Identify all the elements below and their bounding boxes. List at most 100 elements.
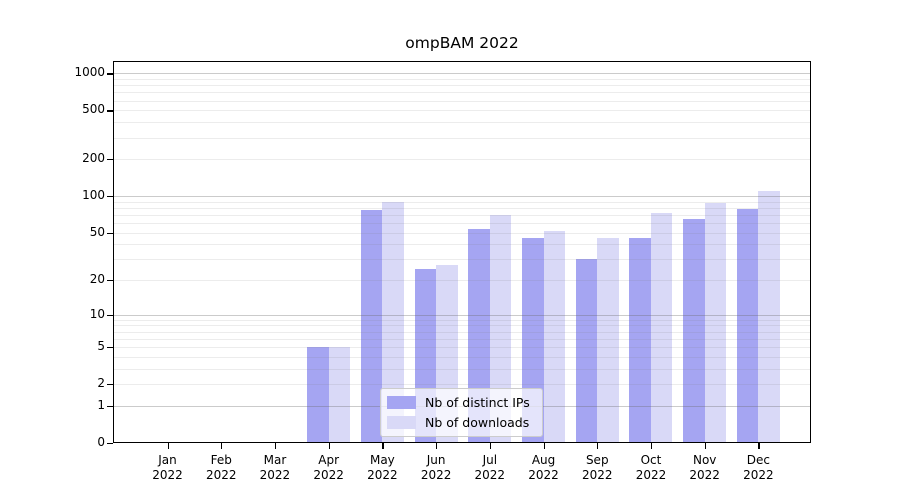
x-axis-tick-label: Mar 2022	[248, 453, 302, 483]
gridline-minor	[113, 159, 811, 161]
bar-downloads	[650, 212, 673, 443]
bar-downloads	[382, 201, 404, 443]
x-axis-tick-label: Dec 2022	[731, 453, 785, 483]
y-tick-mark	[107, 232, 113, 234]
bar-downloads	[543, 230, 566, 443]
bar-downloads	[489, 214, 512, 443]
legend-swatch-distinct-ips	[387, 396, 416, 410]
x-tick-mark	[650, 443, 653, 449]
bar-distinct-ips	[575, 259, 598, 443]
legend-label-distinct-ips: Nb of distinct IPs	[425, 395, 530, 411]
bar-distinct-ips	[629, 238, 651, 443]
gridline-minor	[113, 207, 811, 209]
x-axis-tick-label: Jun 2022	[409, 453, 463, 483]
x-axis-tick-year: 2022	[743, 468, 774, 482]
gridline-minor	[113, 201, 811, 203]
gridline-minor	[113, 223, 811, 225]
x-axis-tick-year: 2022	[581, 468, 613, 482]
x-axis-tick-year: 2022	[313, 468, 344, 482]
gridline-minor	[113, 280, 811, 282]
legend-row-downloads: Nb of downloads	[387, 415, 536, 430]
gridline-minor	[113, 331, 811, 333]
legend: Nb of distinct IPs Nb of downloads	[380, 388, 543, 437]
gridline-minor	[113, 319, 811, 321]
bar-distinct-ips	[360, 209, 383, 443]
gridline-minor	[113, 78, 811, 80]
y-axis-tick-label: 5	[97, 339, 105, 354]
gridline-minor	[113, 122, 811, 124]
x-tick-mark	[543, 443, 545, 449]
bar-distinct-ips	[736, 209, 759, 443]
y-tick-mark	[107, 159, 113, 161]
y-axis-tick-label: 1000	[74, 65, 105, 80]
gridline-minor	[113, 347, 811, 349]
gridline-minor	[113, 244, 811, 246]
gridline-minor	[113, 356, 811, 358]
x-tick-mark	[597, 443, 599, 449]
x-axis-tick-year: 2022	[367, 468, 398, 482]
gridline-minor	[113, 338, 811, 340]
bar-downloads	[597, 238, 619, 443]
y-axis-tick-label: 20	[89, 272, 105, 287]
x-tick-mark	[758, 443, 760, 449]
y-axis-tick-label: 1	[97, 397, 105, 412]
x-axis-tick-label: Apr 2022	[302, 453, 356, 483]
x-tick-mark	[274, 443, 277, 449]
x-axis-tick-label: May 2022	[355, 453, 409, 483]
gridline-minor	[113, 259, 811, 261]
x-axis-tick-year: 2022	[474, 468, 506, 482]
x-axis-tick-year: 2022	[152, 468, 183, 482]
x-tick-mark	[489, 443, 491, 449]
y-tick-mark	[107, 110, 113, 112]
y-axis-tick-label: 50	[89, 224, 105, 239]
x-axis-tick-label: Oct 2022	[624, 453, 678, 483]
legend-swatch-downloads	[387, 415, 416, 429]
x-tick-mark	[328, 443, 330, 449]
x-tick-mark	[167, 443, 169, 449]
gridline-major	[113, 314, 811, 316]
y-tick-mark	[107, 347, 113, 349]
x-axis-tick-label: Jan 2022	[141, 453, 195, 483]
y-axis-tick-label: 10	[89, 306, 105, 321]
x-tick-mark	[704, 443, 706, 449]
y-tick-mark	[107, 280, 113, 282]
gridline-minor	[113, 100, 811, 102]
y-tick-mark	[107, 196, 113, 198]
gridline-minor	[113, 325, 811, 327]
x-axis-tick-year: 2022	[635, 468, 667, 482]
gridline-minor	[113, 92, 811, 94]
y-tick-mark	[107, 443, 113, 445]
x-axis-tick-year: 2022	[205, 468, 237, 482]
legend-label-downloads: Nb of downloads	[425, 414, 530, 430]
x-axis-tick-label: Aug 2022	[517, 453, 571, 483]
y-axis-tick-label: 500	[82, 102, 105, 117]
legend-row-distinct-ips: Nb of distinct IPs	[387, 395, 536, 410]
x-axis-tick-year: 2022	[420, 468, 452, 482]
gridline-minor	[113, 214, 811, 216]
gridline-minor	[113, 137, 811, 139]
bar-distinct-ips	[307, 347, 329, 443]
gridline-major	[113, 73, 811, 75]
x-tick-mark	[221, 443, 223, 449]
y-tick-mark	[107, 314, 113, 316]
gridline-minor	[113, 85, 811, 87]
gridline-minor	[113, 368, 811, 370]
x-tick-mark	[436, 443, 438, 449]
bar-downloads	[704, 202, 727, 443]
x-tick-mark	[382, 443, 384, 449]
x-axis-tick-label: Sep 2022	[570, 453, 624, 483]
bar-distinct-ips	[683, 218, 705, 443]
gridline-minor	[113, 384, 811, 386]
x-axis-tick-label: Nov 2022	[678, 453, 732, 483]
chart-title: ompBAM 2022	[405, 34, 519, 52]
y-axis-tick-label: 200	[82, 151, 105, 166]
y-axis-tick-label: 0	[97, 435, 105, 449]
gridline-minor	[113, 110, 811, 112]
x-axis-tick-year: 2022	[528, 468, 559, 482]
x-axis-tick-label: Jul 2022	[463, 453, 517, 483]
y-axis-tick-label: 100	[82, 188, 105, 203]
bar-downloads	[758, 191, 780, 443]
y-tick-mark	[107, 384, 113, 386]
x-axis-tick-label: Feb 2022	[194, 453, 248, 483]
